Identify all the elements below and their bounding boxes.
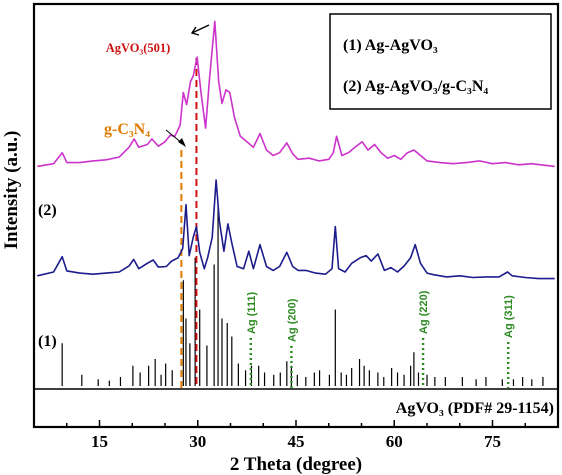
series-line-2 — [37, 20, 555, 168]
reference-label: AgVO₃ (PDF# 29-1154) — [396, 400, 554, 417]
legend-item-1: (1) Ag-AgVO₃ — [343, 37, 438, 54]
x-tick-label-30: 30 — [189, 432, 206, 451]
legend-box — [329, 13, 552, 110]
x-tick-label-15: 15 — [91, 432, 108, 451]
x-axis-ticks: 15 30 45 60 75 — [66, 420, 526, 451]
gc3n4-pointer-head-icon — [178, 138, 186, 147]
series-group — [37, 20, 555, 280]
x-tick-label-45: 45 — [288, 432, 305, 451]
legend-item-2: (2) Ag-AgVO₃/g-C₃N₄ — [343, 78, 488, 95]
ag-peak-label-4: Ag (311) — [503, 295, 515, 338]
shift-arrow-icon — [190, 24, 210, 36]
legend: (1) Ag-AgVO₃ (2) Ag-AgVO₃/g-C₃N₄ — [329, 13, 552, 110]
ag-peak-label-3: Ag (220) — [418, 290, 430, 334]
y-axis-label: Intensity (a.u.) — [1, 131, 22, 250]
gc3n4-label: g-C₃N₄ — [104, 121, 150, 138]
ag-peak-label-2: Ag (200) — [286, 298, 298, 342]
series-line-1 — [37, 179, 555, 280]
ag-peak-label-1: Ag (111) — [246, 291, 258, 334]
x-tick-label-75: 75 — [484, 432, 501, 451]
series-label-1: (1) — [38, 333, 57, 350]
x-tick-label-60: 60 — [386, 432, 403, 451]
series-label-2: (2) — [38, 202, 57, 219]
annotation-lines: Ag (111) Ag (200) Ag (220) Ag (311) — [180, 58, 515, 388]
x-axis-label: 2 Theta (degree) — [230, 454, 362, 475]
agvo3-501-label: AgVO₃(501) — [106, 41, 171, 55]
reference-pattern — [61, 206, 544, 386]
